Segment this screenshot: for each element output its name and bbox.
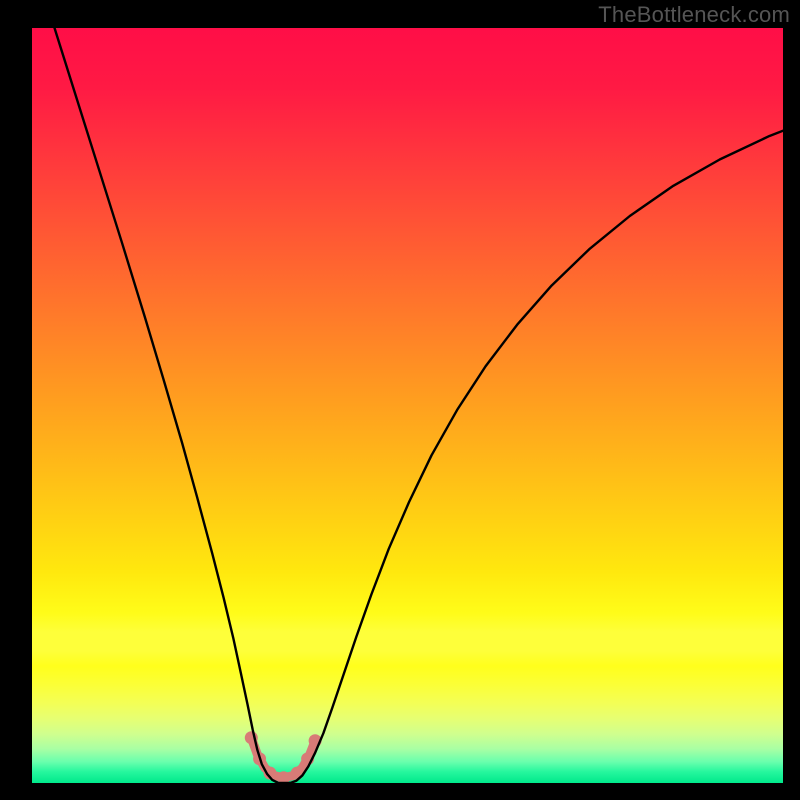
bottleneck-curve [32,28,783,783]
curve-bottom-dots [245,731,322,783]
chart-plot-area [32,28,783,783]
accent-dot [291,767,304,780]
watermark-text: TheBottleneck.com [598,2,790,28]
curve-main-line [55,28,783,783]
